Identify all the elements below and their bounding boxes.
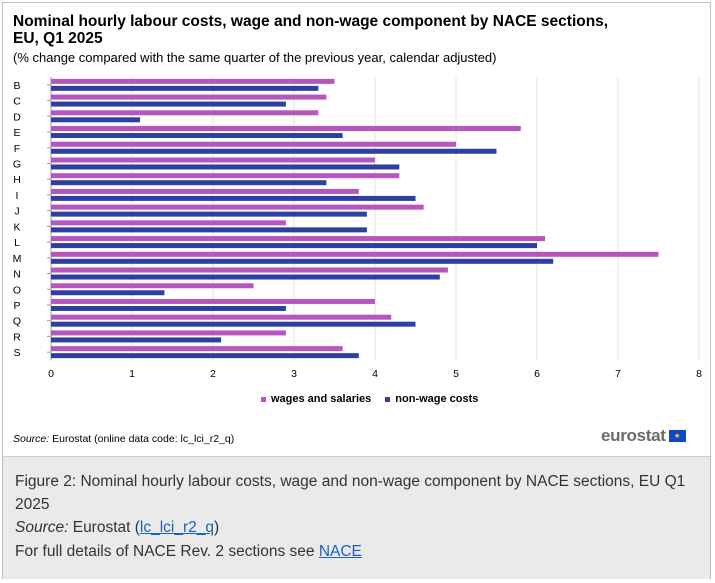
bar-wages-C: [51, 94, 327, 100]
y-tick-label-D: D: [13, 111, 21, 123]
bar-nonwage-O: [51, 290, 165, 296]
bar-wages-K: [51, 220, 286, 226]
y-tick-label-C: C: [13, 96, 21, 108]
y-tick-label-N: N: [13, 269, 21, 281]
bar-wages-R: [51, 330, 286, 336]
figure-caption: Figure 2: Nominal hourly labour costs, w…: [3, 456, 710, 579]
bar-nonwage-D: [51, 117, 141, 123]
bar-wages-S: [51, 346, 343, 352]
y-tick-label-M: M: [13, 253, 22, 265]
bar-nonwage-P: [51, 305, 286, 311]
y-tick-label-Q: Q: [13, 316, 21, 328]
bar-wages-Q: [51, 314, 392, 320]
bar-nonwage-I: [51, 195, 416, 201]
bar-nonwage-H: [51, 180, 327, 186]
legend: wages and salaries non-wage costs: [261, 393, 478, 405]
bar-wages-D: [51, 110, 319, 116]
logo-text: eurostat: [601, 426, 666, 445]
source-label: Source:: [13, 433, 50, 445]
bar-nonwage-R: [51, 337, 222, 343]
y-tick-label-K: K: [13, 221, 20, 233]
source-note: Source: Eurostat (online data code: lc_l…: [13, 433, 234, 445]
caption-source-pre: Eurostat (: [68, 519, 140, 536]
y-tick-label-F: F: [14, 143, 20, 155]
bar-wages-P: [51, 298, 375, 304]
legend-label-wages: wages and salaries: [271, 393, 372, 405]
bar-nonwage-M: [51, 258, 554, 264]
bar-wages-L: [51, 236, 546, 242]
legend-swatch-wages: [261, 396, 266, 402]
y-tick-label-J: J: [14, 206, 19, 218]
nace-link[interactable]: NACE: [318, 543, 362, 560]
bar-wages-J: [51, 204, 424, 210]
bar-wages-E: [51, 126, 521, 132]
source-text: Eurostat (online data code: lc_lci_r2_q): [52, 433, 235, 445]
bar-nonwage-Q: [51, 321, 416, 327]
bar-nonwage-J: [51, 211, 367, 217]
y-tick-label-P: P: [13, 300, 20, 312]
x-tick-label-4: 4: [372, 368, 378, 380]
legend-item-nonwage[interactable]: non-wage costs: [385, 393, 478, 405]
y-tick-label-O: O: [13, 284, 21, 296]
x-tick-label-0: 0: [48, 368, 54, 380]
bar-nonwage-F: [51, 148, 497, 154]
dataset-link[interactable]: lc_lci_r2_q: [139, 519, 215, 536]
chart-panel: Nominal hourly labour costs, wage and no…: [3, 3, 710, 456]
x-tick-label-8: 8: [696, 368, 702, 380]
bar-nonwage-B: [51, 85, 319, 91]
bar-nonwage-E: [51, 133, 343, 139]
caption-source-post: ): [214, 519, 220, 536]
y-tick-label-B: B: [13, 80, 20, 92]
bar-nonwage-L: [51, 243, 537, 249]
x-tick-label-6: 6: [534, 368, 540, 380]
bar-nonwage-C: [51, 101, 286, 107]
bar-nonwage-K: [51, 227, 367, 233]
bar-nonwage-G: [51, 164, 400, 170]
legend-item-wages[interactable]: wages and salaries: [261, 393, 371, 405]
y-tick-label-S: S: [13, 347, 20, 359]
y-tick-label-R: R: [13, 331, 21, 343]
y-tick-label-I: I: [16, 190, 19, 202]
legend-label-nonwage: non-wage costs: [395, 393, 479, 405]
bar-wages-G: [51, 157, 375, 163]
legend-swatch-nonwage: [385, 396, 391, 402]
bar-wages-N: [51, 267, 448, 273]
caption-note: For full details of NACE Rev. 2 sections…: [15, 543, 362, 561]
eurostat-logo: eurostat ★: [601, 426, 686, 446]
eu-flag-icon: ★: [668, 430, 686, 442]
chart-title: Nominal hourly labour costs, wage and no…: [13, 13, 609, 47]
y-tick-label-E: E: [13, 127, 20, 139]
x-tick-label-5: 5: [453, 368, 459, 380]
y-tick-label-L: L: [14, 237, 20, 249]
y-tick-label-H: H: [13, 174, 21, 186]
bar-nonwage-S: [51, 353, 359, 359]
caption-source-label: Source:: [15, 519, 69, 536]
bar-wages-H: [51, 173, 400, 179]
bar-wages-I: [51, 188, 359, 194]
y-tick-label-G: G: [13, 158, 21, 170]
caption-note-text: For full details of NACE Rev. 2 sections…: [15, 543, 319, 560]
x-tick-label-2: 2: [210, 368, 216, 380]
bar-nonwage-N: [51, 274, 440, 280]
bar-wages-M: [51, 251, 659, 257]
x-tick-label-7: 7: [615, 368, 621, 380]
chart-subtitle: (% change compared with the same quarter…: [13, 50, 497, 65]
bar-wages-B: [51, 78, 335, 84]
x-tick-label-3: 3: [291, 368, 297, 380]
x-tick-label-1: 1: [129, 368, 135, 380]
caption-source: Source: Eurostat (lc_lci_r2_q): [15, 519, 219, 537]
bar-wages-O: [51, 283, 254, 289]
bar-wages-F: [51, 141, 456, 147]
caption-title: Figure 2: Nominal hourly labour costs, w…: [15, 473, 686, 513]
